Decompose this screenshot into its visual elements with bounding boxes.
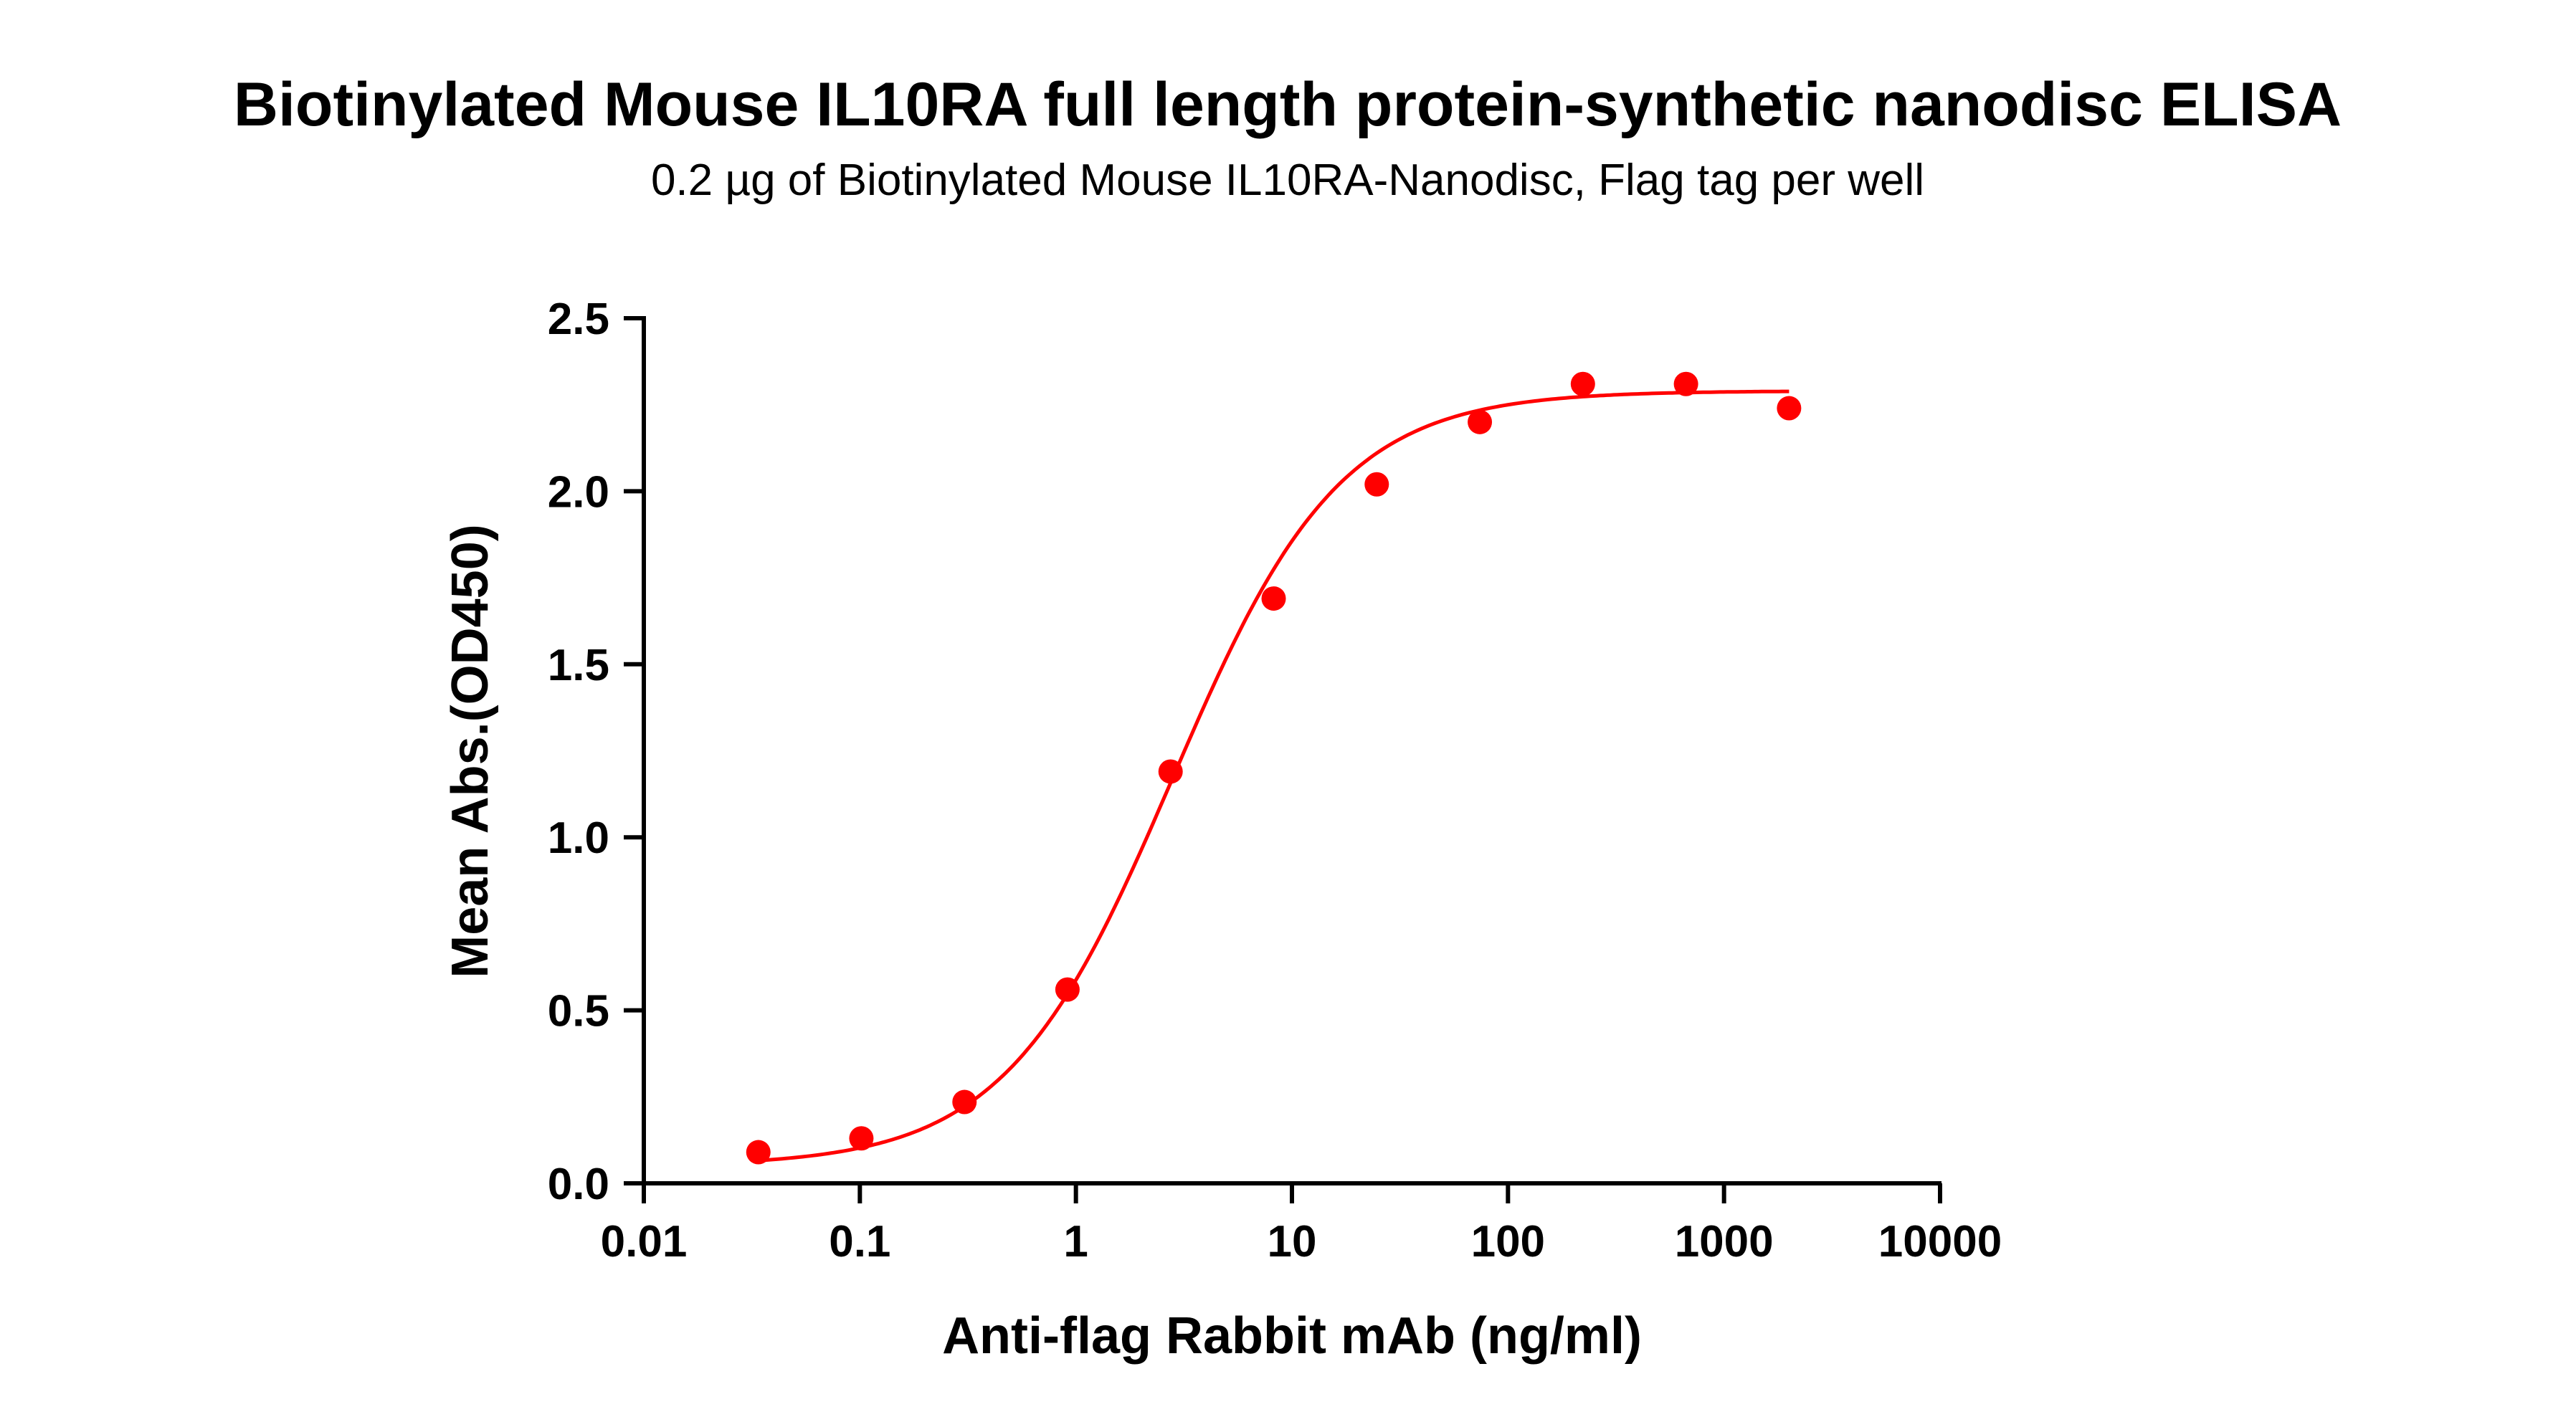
axes: 0.01 0.1 1 10 100 1000 10000 0.0 0.5 1.0 1.5 2.0 2.5 (548, 295, 2002, 1266)
data-point (746, 1140, 771, 1165)
data-point (1055, 977, 1080, 1002)
data-point (1261, 586, 1286, 611)
x-tick-label: 1 (1063, 1217, 1088, 1266)
y-axis-label: Mean Abs.(OD450) (442, 524, 499, 978)
x-tick-label: 100 (1471, 1217, 1545, 1266)
y-tick-label: 0.0 (548, 1160, 609, 1209)
x-tick-label: 0.1 (829, 1217, 890, 1266)
data-point (1364, 472, 1389, 497)
data-point (1468, 409, 1493, 434)
x-tick-label: 1000 (1675, 1217, 1774, 1266)
chart-title: Biotinylated Mouse IL10RA full length pr… (234, 70, 2342, 139)
data-point (849, 1126, 874, 1151)
y-tick-label: 0.5 (548, 987, 609, 1036)
chart-subtitle: 0.2 µg of Biotinylated Mouse IL10RA-Nano… (651, 156, 1924, 205)
data-point (1777, 396, 1802, 421)
fit-curve (758, 389, 1790, 1163)
x-tick-label: 0.01 (601, 1217, 688, 1266)
data-points (746, 371, 1802, 1165)
y-tick-label: 2.5 (548, 295, 609, 344)
data-point (1158, 759, 1183, 784)
y-tick-label: 1.0 (548, 813, 609, 863)
y-tick-label: 1.5 (548, 641, 609, 690)
x-tick-label: 10000 (1878, 1217, 2002, 1266)
x-tick-label: 10 (1268, 1217, 1317, 1266)
x-axis-label: Anti-flag Rabbit mAb (ng/ml) (942, 1307, 1642, 1365)
data-point (952, 1089, 977, 1115)
y-tick-label: 2.0 (548, 467, 609, 517)
data-point (1570, 371, 1595, 396)
data-point (1673, 371, 1698, 396)
